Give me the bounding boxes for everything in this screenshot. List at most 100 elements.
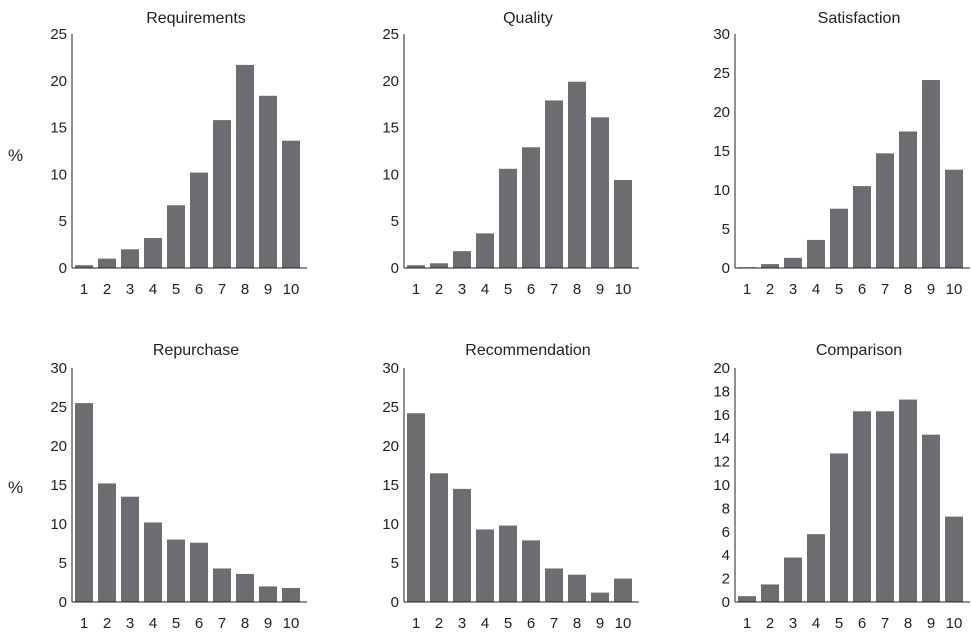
y-tick-label: 25 bbox=[50, 26, 67, 43]
bar-5 bbox=[167, 539, 185, 602]
y-tick-label: 15 bbox=[713, 143, 730, 160]
x-tick-label: 1 bbox=[80, 615, 88, 632]
x-tick-label: 1 bbox=[743, 281, 751, 298]
y-tick-label: 0 bbox=[391, 260, 399, 277]
x-tick-label: 1 bbox=[743, 615, 751, 632]
y-tick-label: 0 bbox=[59, 260, 67, 277]
y-tick-label: 15 bbox=[382, 477, 399, 494]
y-tick-label: 30 bbox=[713, 26, 730, 43]
x-tick-label: 2 bbox=[766, 615, 774, 632]
x-tick-label: 3 bbox=[789, 615, 797, 632]
x-tick-label: 5 bbox=[504, 281, 512, 298]
x-tick-label: 2 bbox=[435, 281, 443, 298]
x-tick-label: 4 bbox=[481, 281, 489, 298]
bar-9 bbox=[591, 592, 609, 602]
bar-4 bbox=[476, 233, 494, 268]
x-tick-label: 10 bbox=[615, 281, 632, 298]
bar-8 bbox=[568, 574, 586, 602]
bar-5 bbox=[499, 525, 517, 602]
y-tick-label: 25 bbox=[382, 399, 399, 416]
y-tick-label: 15 bbox=[50, 120, 67, 137]
x-tick-label: 8 bbox=[904, 615, 912, 632]
y-tick-label: 20 bbox=[50, 73, 67, 90]
bar-7 bbox=[876, 411, 894, 602]
bar-8 bbox=[236, 64, 254, 268]
y-tick-label: 18 bbox=[713, 383, 730, 400]
bar-3 bbox=[121, 496, 139, 602]
bar-10 bbox=[945, 516, 963, 602]
bar-9 bbox=[259, 586, 277, 602]
bar-3 bbox=[121, 249, 139, 268]
x-tick-label: 10 bbox=[283, 281, 300, 298]
x-tick-label: 9 bbox=[927, 615, 935, 632]
bar-10 bbox=[614, 578, 632, 602]
bar-9 bbox=[591, 117, 609, 268]
bar-10 bbox=[945, 169, 963, 268]
y-tick-label: 10 bbox=[50, 166, 67, 183]
x-tick-label: 3 bbox=[458, 615, 466, 632]
bar-6 bbox=[190, 172, 208, 268]
bar-10 bbox=[614, 180, 632, 268]
x-tick-label: 10 bbox=[946, 615, 963, 632]
bar-6 bbox=[853, 186, 871, 268]
bar-4 bbox=[807, 239, 825, 268]
bar-4 bbox=[807, 534, 825, 602]
bar-7 bbox=[213, 120, 231, 268]
bar-8 bbox=[568, 81, 586, 269]
y-tick-label: 20 bbox=[713, 360, 730, 377]
y-tick-label: 16 bbox=[713, 407, 730, 424]
bar-9 bbox=[922, 434, 940, 602]
chart-title: Repurchase bbox=[153, 342, 239, 359]
x-tick-label: 4 bbox=[481, 615, 489, 632]
bar-5 bbox=[830, 453, 848, 602]
bar-3 bbox=[453, 251, 471, 268]
x-tick-label: 3 bbox=[789, 281, 797, 298]
x-tick-label: 10 bbox=[946, 281, 963, 298]
bar-1 bbox=[407, 265, 425, 268]
y-tick-label: 0 bbox=[59, 594, 67, 611]
bar-8 bbox=[899, 399, 917, 602]
x-tick-label: 6 bbox=[527, 281, 535, 298]
bar-3 bbox=[784, 257, 802, 268]
y-tick-label: 20 bbox=[382, 438, 399, 455]
y-tick-label: 10 bbox=[713, 182, 730, 199]
bar-5 bbox=[167, 205, 185, 268]
x-tick-label: 3 bbox=[126, 281, 134, 298]
bar-1 bbox=[75, 403, 93, 602]
x-tick-label: 2 bbox=[766, 281, 774, 298]
x-tick-label: 6 bbox=[195, 615, 203, 632]
y-tick-label: 14 bbox=[713, 430, 730, 447]
x-tick-label: 7 bbox=[881, 281, 889, 298]
x-tick-label: 1 bbox=[412, 281, 420, 298]
y-axis-label-row-2: % bbox=[8, 478, 24, 497]
y-tick-label: 0 bbox=[722, 594, 730, 611]
y-tick-label: 25 bbox=[382, 26, 399, 43]
y-tick-label: 20 bbox=[50, 438, 67, 455]
x-tick-label: 8 bbox=[573, 281, 581, 298]
chart-title: Requirements bbox=[146, 10, 246, 27]
bar-2 bbox=[761, 264, 779, 268]
y-tick-label: 2 bbox=[722, 571, 730, 588]
bar-1 bbox=[407, 413, 425, 602]
bar-4 bbox=[476, 529, 494, 602]
x-tick-label: 3 bbox=[126, 615, 134, 632]
chart-title: Quality bbox=[503, 10, 553, 27]
x-tick-label: 8 bbox=[241, 615, 249, 632]
bar-8 bbox=[899, 131, 917, 268]
x-tick-label: 8 bbox=[241, 281, 249, 298]
y-tick-label: 25 bbox=[50, 399, 67, 416]
x-tick-label: 6 bbox=[527, 615, 535, 632]
x-tick-label: 5 bbox=[835, 615, 843, 632]
y-tick-label: 10 bbox=[713, 477, 730, 494]
bar-7 bbox=[545, 568, 563, 602]
x-tick-label: 3 bbox=[458, 281, 466, 298]
x-tick-label: 9 bbox=[596, 281, 604, 298]
bar-2 bbox=[430, 473, 448, 602]
y-tick-label: 5 bbox=[59, 213, 67, 230]
bar-3 bbox=[453, 488, 471, 602]
y-tick-label: 15 bbox=[50, 477, 67, 494]
